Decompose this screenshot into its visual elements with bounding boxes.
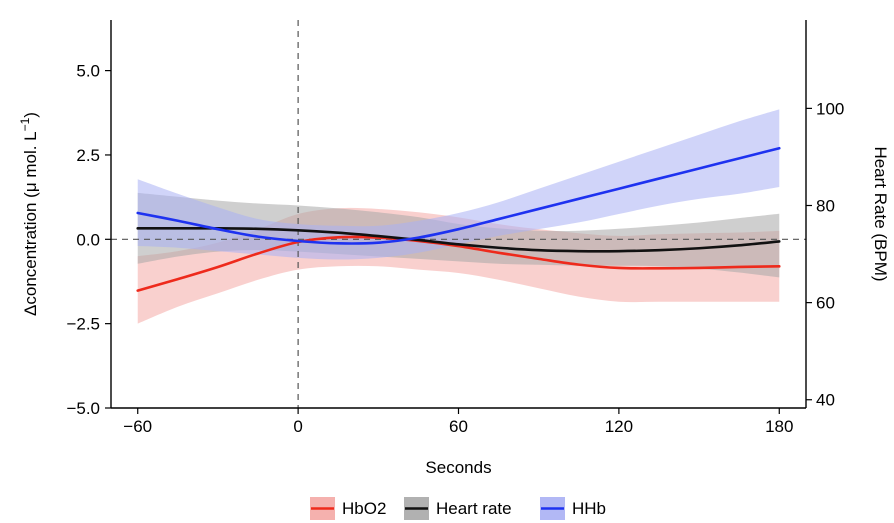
x-axis-title: Seconds <box>425 458 491 477</box>
x-tick-label: 120 <box>605 417 633 436</box>
hhb-line <box>136 146 781 245</box>
reference-lines <box>111 20 806 408</box>
axes: −60 0 60 120 180 −5.0 −2.5 0.0 2.5 5.0 40 60 80 100 Se… <box>18 20 890 477</box>
x-tick-label: 60 <box>449 417 468 436</box>
y-left-tick-label: −5.0 <box>66 399 100 418</box>
y-left-tick-label: 2.5 <box>76 146 100 165</box>
series-lines <box>136 146 781 292</box>
x-tick-label: 0 <box>293 417 302 436</box>
y-right-tick-label: 40 <box>816 391 835 410</box>
legend: HbO2 Heart rate HHb <box>310 497 606 520</box>
hbo2-line <box>136 235 781 292</box>
y-right-tick-label: 100 <box>816 99 844 118</box>
y-right-axis-title: Heart Rate (BPM) <box>871 146 890 281</box>
x-tick-label: 180 <box>765 417 793 436</box>
legend-label-hhb: HHb <box>572 499 606 518</box>
y-right-tick-label: 80 <box>816 197 835 216</box>
y-left-axis-title: Δconcentration (μ mol. L−1) <box>18 112 40 316</box>
y-left-tick-label: −2.5 <box>66 315 100 334</box>
x-tick-label: −60 <box>123 417 152 436</box>
legend-label-heart-rate: Heart rate <box>436 499 512 518</box>
y-left-tick-label: 5.0 <box>76 62 100 81</box>
heart-rate-line <box>136 226 781 253</box>
confidence-bands <box>137 109 780 324</box>
legend-label-hbo2: HbO2 <box>342 499 386 518</box>
y-right-tick-label: 60 <box>816 294 835 313</box>
y-left-tick-label: 0.0 <box>76 230 100 249</box>
